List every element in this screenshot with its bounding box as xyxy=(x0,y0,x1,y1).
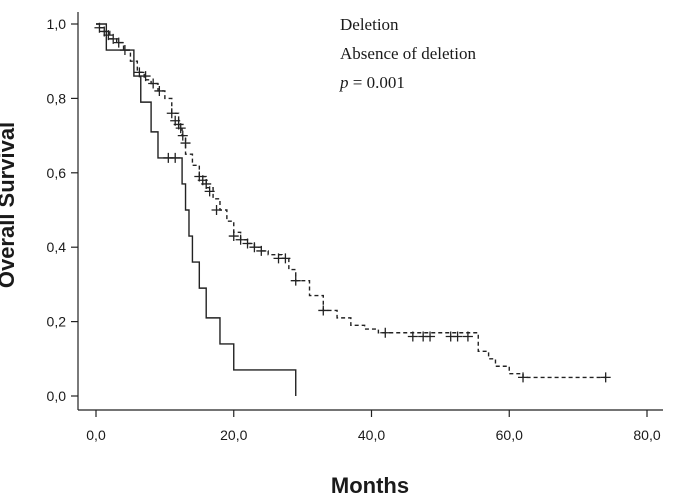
censor-mark xyxy=(290,275,301,286)
censor-mark xyxy=(242,238,253,249)
censor-mark xyxy=(119,45,130,56)
y-tick-label: 0,4 xyxy=(47,239,67,255)
censor-mark xyxy=(166,108,177,119)
x-tick-label: 0,0 xyxy=(86,427,106,443)
censor-mark xyxy=(201,178,212,189)
censor-mark xyxy=(249,242,260,253)
x-tick-label: 60,0 xyxy=(496,427,523,443)
axes xyxy=(77,12,663,411)
censor-marks xyxy=(94,22,611,383)
y-tick-label: 0,8 xyxy=(47,90,67,106)
censor-mark xyxy=(518,372,529,383)
censor-mark xyxy=(175,123,186,134)
y-tick-label: 0,6 xyxy=(47,165,67,181)
censor-mark xyxy=(462,331,473,342)
censor-mark xyxy=(148,78,159,89)
censor-mark xyxy=(170,152,181,163)
censor-mark xyxy=(204,186,215,197)
censor-mark xyxy=(108,33,119,44)
y-tick-label: 1,0 xyxy=(47,16,67,32)
legend-entry-absence-of-deletion: Absence of deletion xyxy=(340,44,476,63)
y-axis-title: Overall Survival xyxy=(0,122,19,288)
censor-mark xyxy=(425,331,436,342)
censor-mark xyxy=(380,327,391,338)
survival-line-deletion xyxy=(96,23,297,396)
x-tick-label: 20,0 xyxy=(220,427,247,443)
p-value-annotation: p = 0.001 xyxy=(339,73,405,92)
censor-mark xyxy=(177,130,188,141)
legend-entry-deletion: Deletion xyxy=(340,15,399,34)
ticks: 0,0 20,0 40,0 60,0 80,0 0,0 0,2 0,4 0,6 0,8 1,0 xyxy=(47,16,661,443)
y-tick-label: 0,0 xyxy=(47,388,67,404)
censor-mark xyxy=(452,331,463,342)
y-tick-label: 0,2 xyxy=(47,314,67,330)
censor-mark xyxy=(235,234,246,245)
censor-mark xyxy=(228,231,239,242)
censor-mark xyxy=(280,253,291,264)
x-tick-label: 40,0 xyxy=(358,427,385,443)
x-axis-title: Months xyxy=(331,473,409,498)
x-tick-label: 80,0 xyxy=(633,427,660,443)
censor-mark xyxy=(600,372,611,383)
censor-mark xyxy=(113,37,124,48)
censor-mark xyxy=(407,331,418,342)
censor-mark xyxy=(134,67,145,78)
p-value-symbol: p xyxy=(339,73,349,92)
censor-mark xyxy=(180,138,191,149)
censor-mark xyxy=(211,205,222,215)
censor-mark xyxy=(318,305,329,316)
censor-mark xyxy=(154,85,165,96)
censor-mark xyxy=(140,71,151,82)
p-value-text: = 0.001 xyxy=(349,73,405,92)
censor-mark xyxy=(256,245,267,256)
